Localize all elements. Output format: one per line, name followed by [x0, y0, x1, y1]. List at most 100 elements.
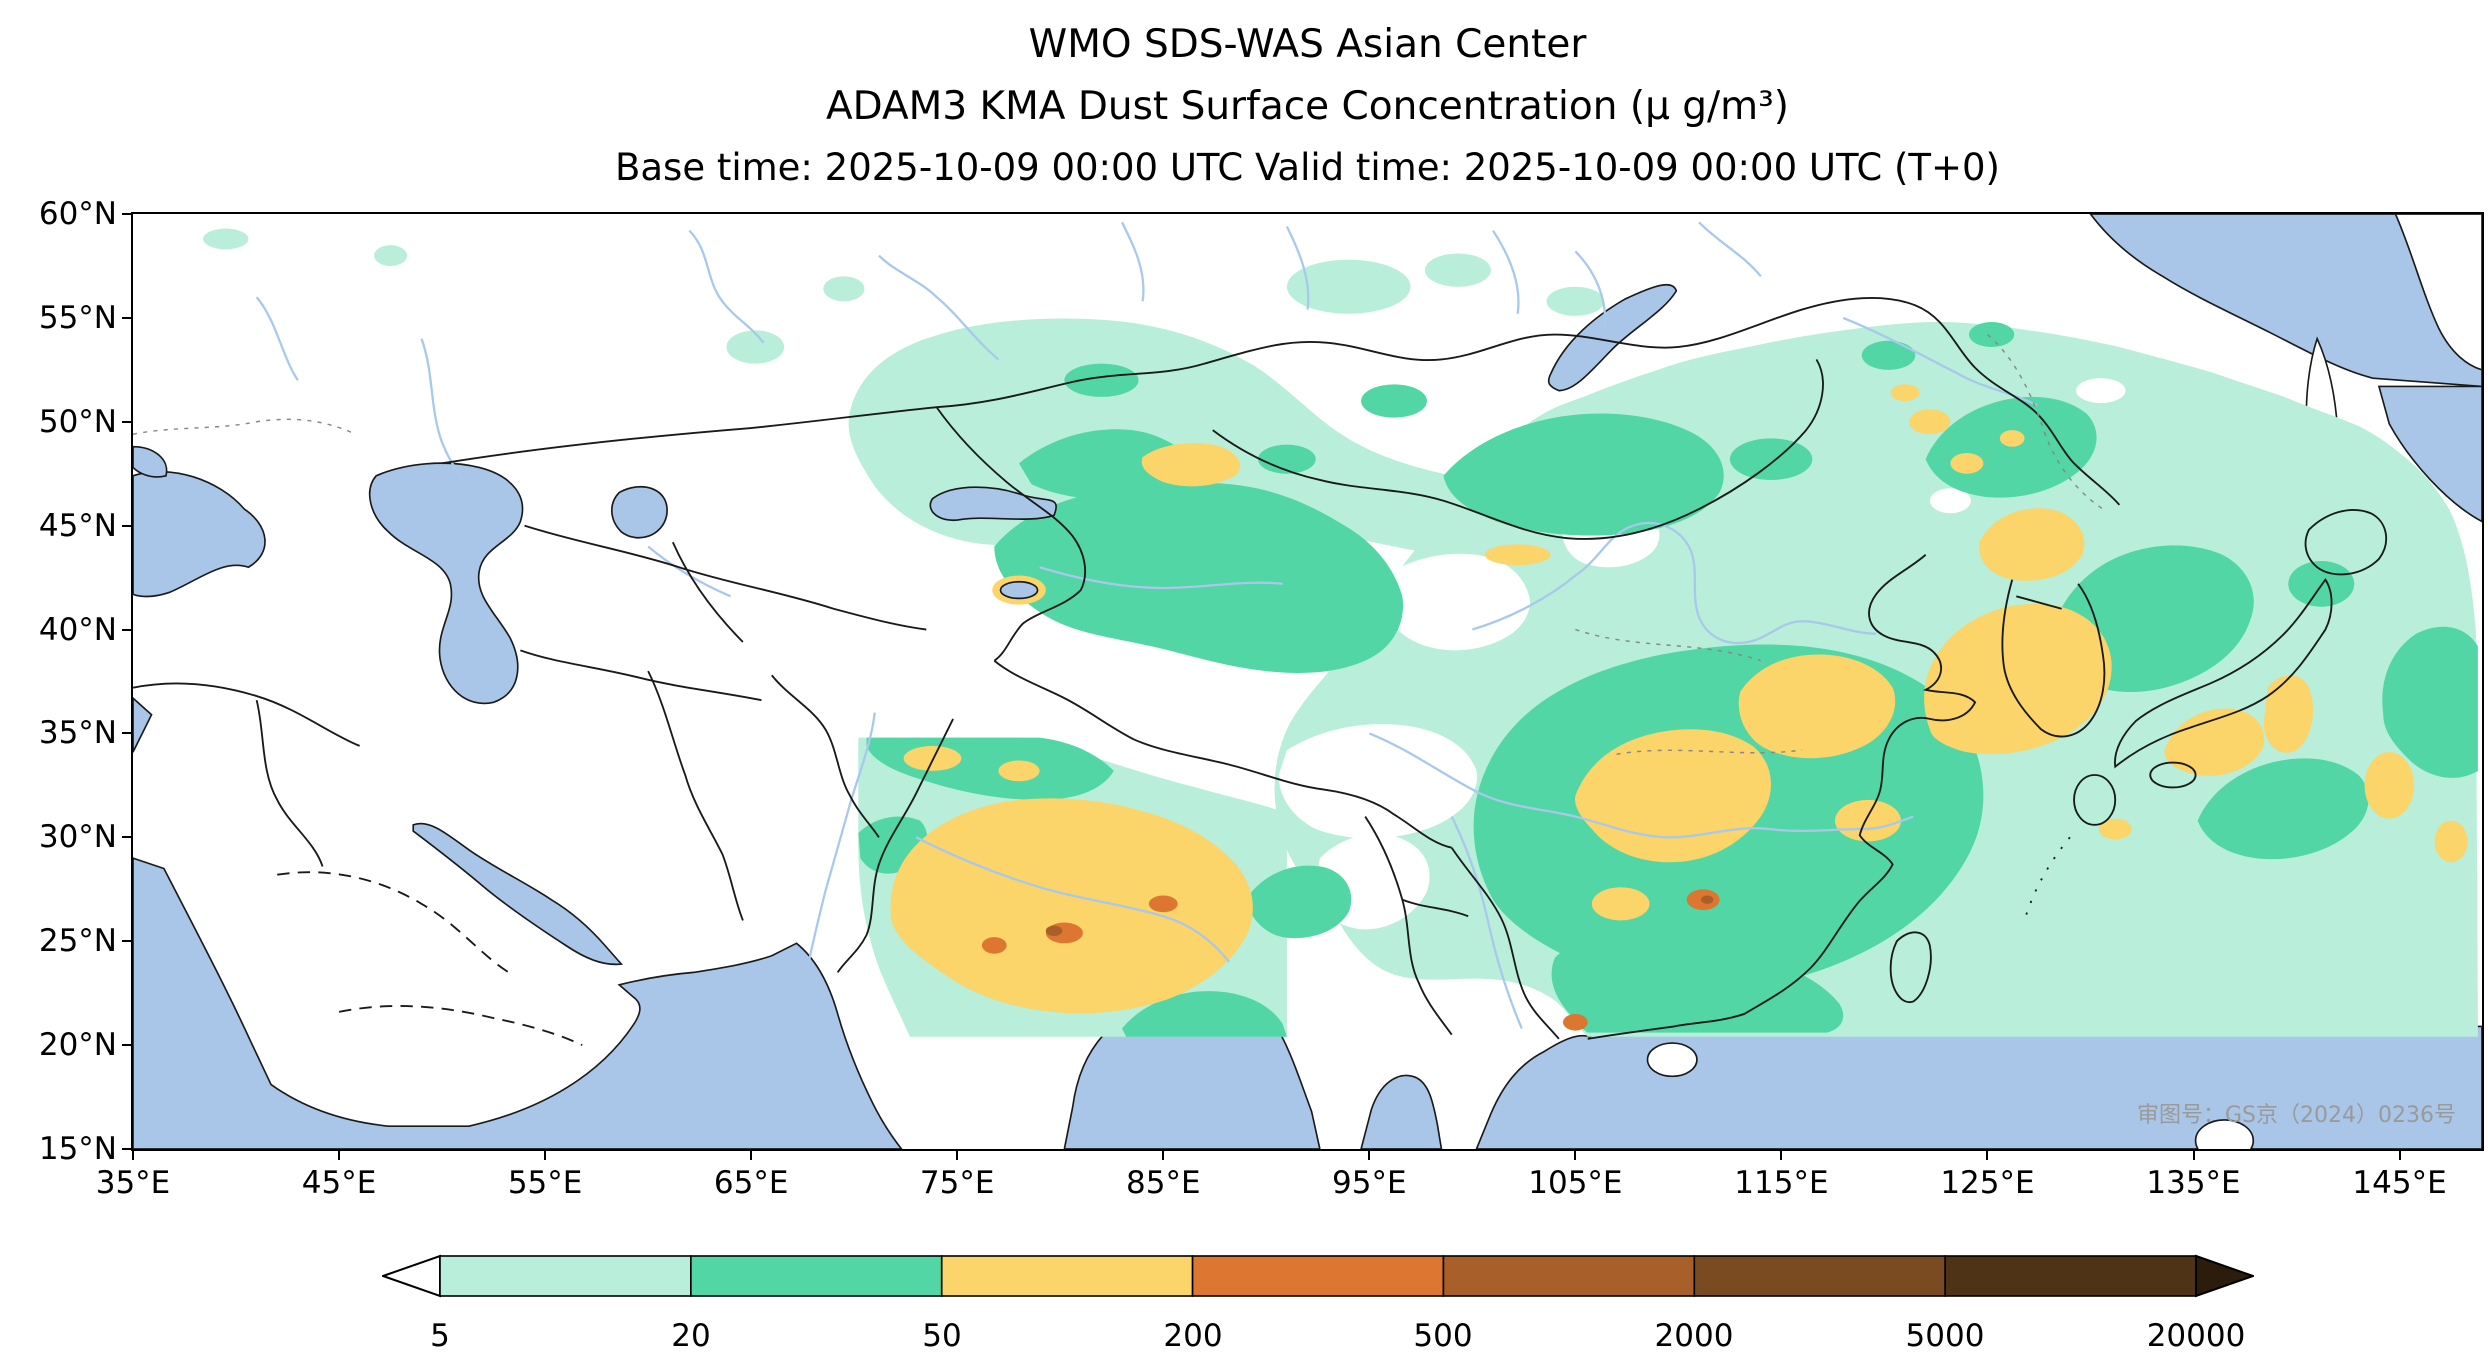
x-tick-mark [132, 1149, 134, 1160]
y-tick-mark [122, 1044, 133, 1047]
lake-balkhash [929, 486, 1057, 522]
plot-titles: WMO SDS-WAS Asian Center ADAM3 KMA Dust … [131, 14, 2484, 198]
x-tick-mark [750, 1149, 753, 1160]
rivers [255, 221, 2038, 1029]
colorbar-under-arrow [382, 1254, 441, 1298]
x-tick-label: 85°E [1125, 1165, 1201, 1201]
water-bodies [133, 214, 2482, 1149]
x-tick-mark [2192, 1149, 2195, 1160]
colorbar-over-arrow [2195, 1254, 2254, 1298]
y-tick-label: 20°N [38, 1027, 117, 1064]
y-tick-label: 60°N [38, 196, 117, 232]
south-china-sea [1475, 1022, 2482, 1149]
x-tick-mark [956, 1149, 959, 1160]
y-tick-mark [122, 940, 133, 943]
dust-level3-layer [890, 384, 2468, 1014]
mediterranean-edge [133, 697, 153, 753]
shikoku-island [2149, 761, 2197, 789]
map-canvas: 35°E 45°E 55°E 65°E 75°E 85°E 95°E 105°E… [39, 196, 2484, 1201]
kyushu-island [2073, 774, 2117, 826]
x-tick-label: 115°E [1734, 1165, 1829, 1201]
map-approval-watermark: 审图号：GS京（2024）0236号 [2137, 1103, 2456, 1128]
andaman-sea [1360, 1074, 1443, 1149]
colorbar-tick-label: 2000 [1654, 1318, 1734, 1354]
coastlines [1587, 509, 2388, 1040]
x-tick-label: 35°E [95, 1165, 171, 1201]
colorbar [382, 1254, 2254, 1298]
hainan-island [1646, 1042, 1698, 1078]
y-tick-mark [122, 420, 133, 423]
honshu-island [2114, 578, 2333, 769]
persian-gulf [412, 822, 624, 966]
colorbar-segment [439, 1255, 692, 1297]
colorbar-segment [1442, 1255, 1696, 1297]
y-tick-mark [122, 628, 133, 631]
china-east-coast [1587, 554, 1977, 1040]
colorbar-tick-label: 500 [1413, 1318, 1473, 1354]
dust-map [133, 214, 2482, 1149]
arabian-sea [133, 857, 903, 1149]
y-tick-mark [122, 316, 133, 319]
y-tick-label: 40°N [38, 611, 117, 648]
x-tick-label: 95°E [1332, 1165, 1407, 1201]
y-tick-label: 55°N [38, 299, 117, 336]
kuril-strait-water [2377, 385, 2482, 523]
colorbar-segment [1693, 1255, 1946, 1297]
colorbar-tick-label: 5000 [1905, 1318, 1985, 1354]
x-tick-mark [1162, 1149, 1165, 1160]
luzon-island [2194, 1119, 2255, 1149]
colorbar-segment [1191, 1255, 1445, 1297]
colorbar-tick-label: 20 [671, 1318, 711, 1354]
x-tick-label: 145°E [2352, 1165, 2447, 1201]
page-title: WMO SDS-WAS Asian Center [1028, 22, 1587, 67]
x-tick-mark [1986, 1149, 1989, 1160]
plot-subtitle: ADAM3 KMA Dust Surface Concentration (μ … [825, 84, 1790, 129]
colorbar-segment [1944, 1255, 2197, 1297]
clear-area-layer [1278, 378, 2126, 930]
x-tick-mark [1574, 1149, 1577, 1160]
lakes [929, 283, 2482, 600]
x-tick-label: 55°E [507, 1165, 583, 1201]
dust-level4-layer [981, 889, 1720, 1031]
hokkaido-island [2304, 509, 2388, 576]
y-tick-mark [122, 836, 133, 839]
caspian-sea [368, 462, 524, 705]
x-tick-label: 75°E [919, 1165, 995, 1201]
colorbar-tick-label: 50 [922, 1318, 962, 1354]
colorbar-segment [690, 1255, 943, 1297]
colorbar-graphic [382, 1254, 2254, 1298]
x-tick-label: 125°E [1940, 1165, 2035, 1201]
x-tick-mark [338, 1149, 341, 1160]
y-tick-label: 45°N [38, 507, 117, 544]
y-tick-label: 25°N [38, 923, 117, 960]
y-tick-label: 15°N [38, 1131, 117, 1167]
x-tick-label: 65°E [713, 1165, 789, 1201]
aral-sea [610, 485, 668, 539]
colorbar-tick-label: 5 [430, 1318, 450, 1354]
colorbar-tick-label: 20000 [2146, 1318, 2246, 1354]
dust-level5-layer [1045, 895, 1714, 937]
x-tick-label: 45°E [301, 1165, 377, 1201]
x-tick-mark [1368, 1149, 1371, 1160]
y-tick-mark [122, 524, 133, 527]
taiwan-island [1889, 931, 1932, 1004]
x-tick-mark [544, 1149, 547, 1160]
x-tick-label: 105°E [1528, 1165, 1623, 1201]
y-tick-mark [122, 213, 133, 215]
colorbar-segment [940, 1255, 1194, 1297]
kamchatka-peninsula [2394, 214, 2482, 371]
y-tick-label: 35°N [38, 715, 117, 752]
x-tick-label: 135°E [2146, 1165, 2241, 1201]
black-sea [133, 470, 266, 598]
sea-of-okhotsk [2089, 214, 2482, 388]
plot-time-info: Base time: 2025-10-09 00:00 UTC Valid ti… [614, 146, 2000, 189]
sea-of-azov [133, 445, 168, 478]
y-tick-mark [122, 1148, 133, 1150]
dotted-boundaries [133, 333, 2104, 755]
country-borders [133, 297, 2121, 1046]
y-tick-label: 30°N [38, 819, 117, 856]
y-tick-label: 50°N [38, 403, 117, 440]
lake-issyk-kul [999, 580, 1039, 600]
colorbar-tick-label: 200 [1163, 1318, 1223, 1354]
